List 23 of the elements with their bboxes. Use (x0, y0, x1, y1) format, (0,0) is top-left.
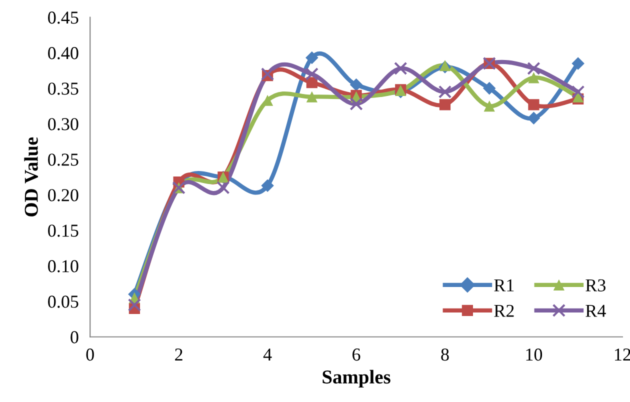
y-tick-label: 0.45 (48, 12, 78, 24)
x-axis-title: Samples (322, 370, 390, 388)
y-tick-label: 0.35 (48, 82, 78, 95)
x-tick-label: 2 (175, 348, 182, 361)
legend-label: R2 (494, 304, 514, 317)
y-tick-label: 0 (70, 331, 78, 344)
legend-label: R4 (586, 304, 606, 317)
y-tick-label: 0.40 (48, 47, 78, 60)
y-tick-label: 0.30 (48, 118, 78, 130)
y-tick-label: 0.10 (48, 260, 78, 272)
legend-label: R3 (586, 279, 606, 292)
y-tick-label: 0.15 (48, 224, 78, 237)
y-tick-label: 0.05 (48, 296, 78, 308)
x-tick-label: 6 (352, 348, 360, 361)
legend-label: R1 (494, 279, 514, 292)
x-tick-label: 10 (526, 348, 542, 361)
x-tick-label: 0 (86, 348, 94, 361)
y-tick-label: 0.25 (48, 154, 78, 166)
y-axis-title: OD Value (24, 137, 38, 216)
y-tick-label: 0.20 (48, 189, 78, 202)
x-tick-label: 8 (441, 348, 449, 361)
x-tick-label: 4 (263, 348, 272, 361)
x-tick-label: 12 (615, 348, 630, 361)
